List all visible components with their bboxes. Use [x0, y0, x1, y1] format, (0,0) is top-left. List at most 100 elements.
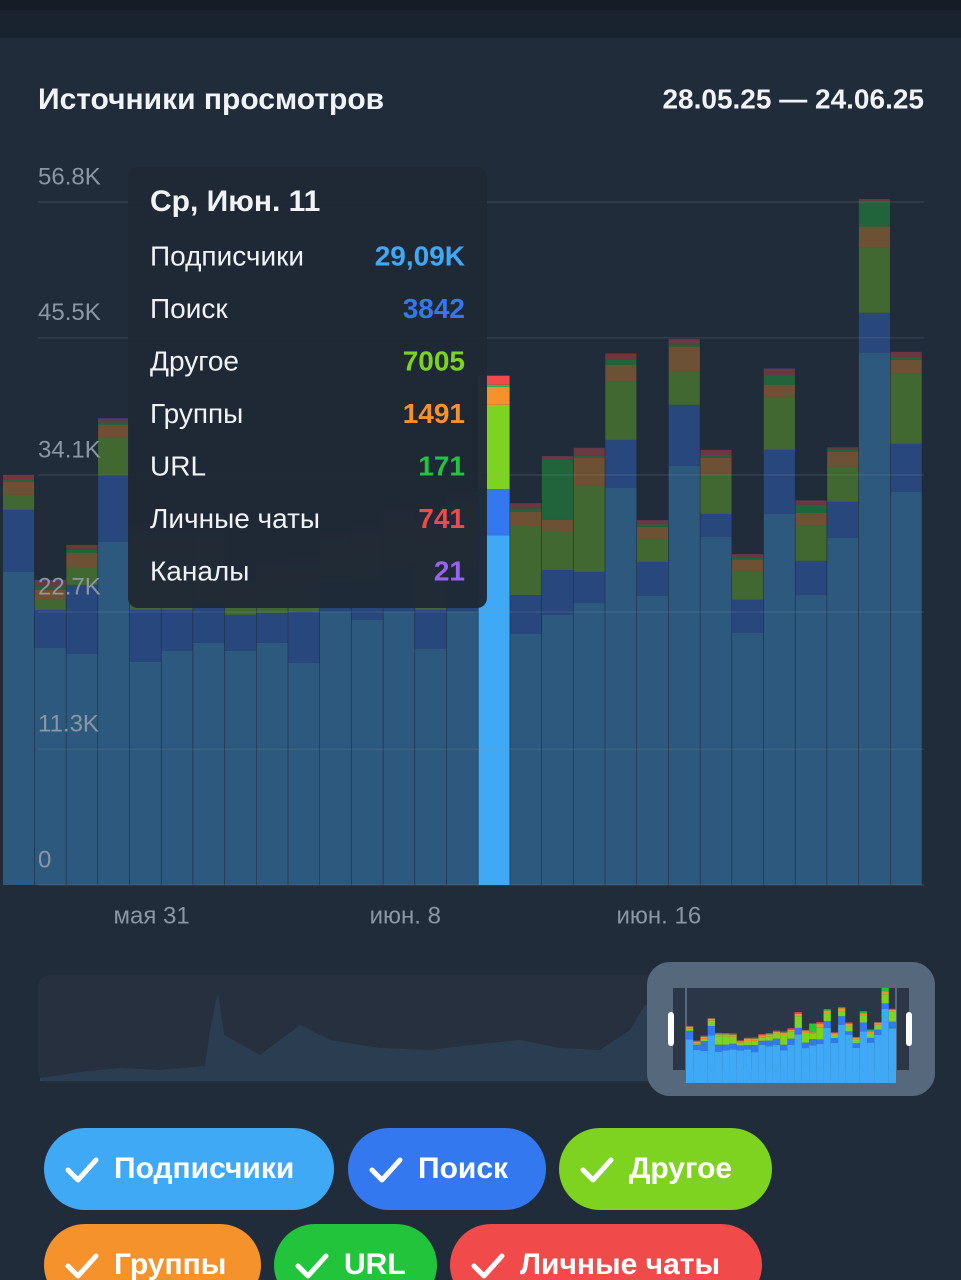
navigator-handle-right[interactable]	[906, 1012, 912, 1046]
mini-bar-segment	[881, 991, 889, 995]
mini-bar-segment	[845, 1031, 853, 1035]
mini-bar-segment	[722, 1034, 730, 1037]
mini-bar-segment	[867, 1037, 875, 1043]
bar-segment	[700, 513, 732, 537]
bar-segment	[510, 524, 542, 595]
legend-pill[interactable]: Другое	[559, 1128, 772, 1210]
bar-segment	[637, 526, 669, 540]
bar-segment	[605, 360, 637, 365]
bar-segment	[732, 554, 764, 558]
mini-bar-segment	[801, 1031, 810, 1033]
bar-segment	[573, 448, 605, 456]
mini-bar-segment	[787, 1028, 795, 1030]
mini-bar-segment	[809, 1023, 817, 1033]
legend-pill[interactable]: Подписчики	[44, 1128, 334, 1210]
bar-segment	[478, 375, 510, 385]
bar-segment	[98, 418, 130, 419]
x-labels: мая 31 июн. 8 июн. 16	[114, 902, 702, 929]
bar-segment	[573, 455, 605, 458]
mini-bar-segment	[852, 1047, 860, 1083]
bar-segment	[34, 581, 66, 587]
mini-bar-segment	[751, 1052, 759, 1083]
legend-label: Личные чаты	[520, 1248, 720, 1280]
mini-bar-segment	[823, 1013, 831, 1022]
bar-segment	[3, 479, 35, 482]
navigator-history	[40, 992, 660, 1081]
bar-segment	[34, 609, 66, 648]
mini-bar-segment	[758, 1037, 766, 1041]
bar-segment	[383, 611, 415, 885]
bar-segment	[288, 611, 320, 663]
mini-bar-segment	[751, 1040, 759, 1046]
y-tick-label: 56.8K	[38, 163, 101, 190]
navigator-handle-left[interactable]	[668, 1012, 674, 1046]
legend-pill[interactable]: URL	[274, 1224, 437, 1280]
legend-pill[interactable]: Группы	[44, 1224, 261, 1280]
mini-bar-segment	[780, 1050, 788, 1083]
mini-bar-segment	[816, 1027, 824, 1040]
mini-bar-segment	[751, 1037, 759, 1039]
bar-segment	[224, 614, 256, 651]
bar-segment	[795, 504, 827, 513]
tooltip-series-name: Каналы	[150, 555, 249, 586]
mini-bar-segment	[780, 1031, 788, 1033]
mini-bar-segment	[693, 1050, 701, 1083]
bar-segment	[795, 512, 827, 526]
mini-bar-segment	[722, 1033, 730, 1034]
title: Источники просмотров	[38, 83, 384, 116]
tooltip-series-name: URL	[150, 450, 206, 481]
bar-segment	[637, 520, 669, 525]
legend-pill-bg	[44, 1224, 261, 1280]
mini-bar-segment	[751, 1045, 759, 1053]
legend-pill-bg	[348, 1128, 546, 1210]
mini-bar-segment	[736, 1040, 744, 1041]
y-tick-label: 34.1K	[38, 436, 101, 463]
legend-check	[369, 1157, 403, 1183]
mini-bar-segment	[772, 1033, 781, 1039]
mini-bar-segment	[700, 1050, 708, 1083]
legend-check	[65, 1157, 99, 1183]
mini-bar-segment	[830, 1033, 839, 1035]
legend-pill[interactable]: Личные чаты	[450, 1224, 762, 1280]
bar-segment	[795, 594, 827, 885]
tooltip-series-name: Другое	[150, 345, 239, 376]
mini-bar-segment	[859, 1022, 868, 1032]
navigator[interactable]	[38, 962, 935, 1096]
tooltip-series-name: Группы	[150, 398, 243, 429]
mini-bar-segment	[801, 1029, 810, 1031]
mini-bar-segment	[823, 1010, 831, 1014]
mini-bar-segment	[809, 1039, 817, 1046]
mini-bar-segment	[714, 1034, 723, 1037]
mini-bar-segment	[823, 1009, 831, 1010]
mini-bar-segment	[816, 1039, 824, 1044]
mini-bar-segment	[881, 994, 889, 1004]
bar-segment	[98, 418, 130, 423]
mini-bar-segment	[838, 1024, 846, 1083]
legend-pill-bg	[450, 1224, 762, 1280]
mini-bar-segment	[794, 1016, 802, 1028]
mini-bar-segment	[888, 1021, 896, 1029]
bar-segment	[858, 226, 890, 248]
mini-bar-segment	[823, 1027, 831, 1083]
bar-segment	[700, 536, 732, 885]
mini-bar-segment	[888, 1009, 896, 1012]
mini-bar-segment	[874, 1024, 882, 1030]
bar-segment	[573, 484, 605, 572]
mini-bar-segment	[852, 1037, 860, 1040]
mini-bar-segment	[830, 1038, 839, 1043]
mini-bar-segment	[838, 1008, 846, 1012]
mini-bar-segment	[794, 1012, 802, 1014]
bar-segment	[34, 579, 66, 582]
legend-pill[interactable]: Поиск	[348, 1128, 546, 1210]
mini-bar-segment	[816, 1043, 824, 1083]
bar-segment	[541, 459, 573, 520]
bar-segment	[98, 422, 130, 425]
bar-segment	[510, 508, 542, 512]
tooltip: Ср, Июн. 11 Подписчики 29,09K Поиск 3842 Дру…	[128, 167, 487, 608]
mini-bar-segment	[859, 1012, 868, 1014]
bar-segment	[700, 457, 732, 476]
mini-bar-segment	[801, 1032, 810, 1043]
bar-segment	[605, 364, 637, 382]
bar-segment	[827, 447, 859, 450]
